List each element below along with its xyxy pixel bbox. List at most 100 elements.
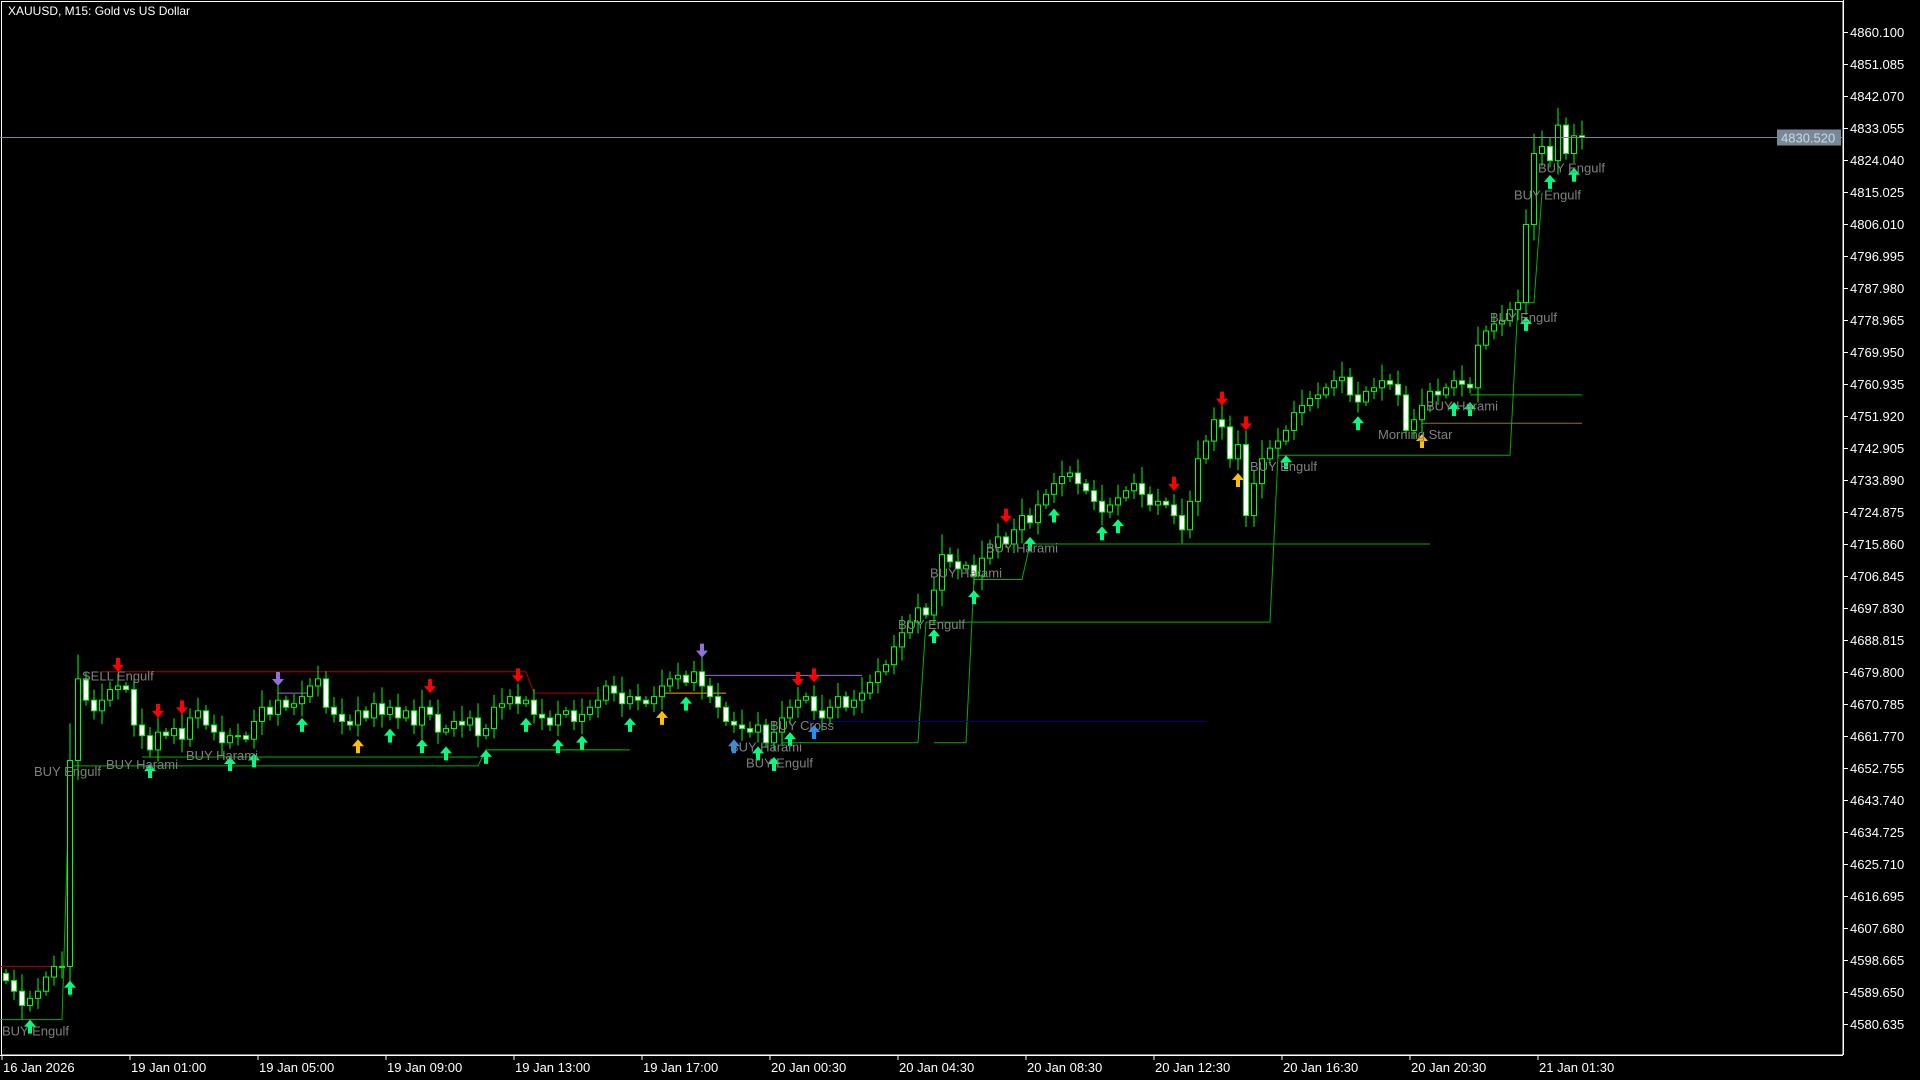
candle (395, 693, 401, 729)
y-tick-label: 4787.980 (1850, 281, 1904, 296)
candle (1139, 467, 1145, 508)
candle-body (835, 696, 841, 708)
candle (803, 692, 809, 704)
candle-body (491, 706, 497, 730)
candle-body (107, 689, 113, 701)
x-tick-label: 19 Jan 13:00 (515, 1060, 590, 1075)
candle-body (451, 720, 457, 730)
candle (187, 708, 193, 747)
candle (1483, 325, 1489, 350)
candle (611, 675, 617, 702)
candle (1355, 381, 1361, 413)
candle-body (827, 706, 833, 719)
arrow-up-icon (296, 717, 308, 732)
candle-body (883, 664, 889, 673)
candle-body (203, 710, 209, 726)
candle (747, 721, 753, 738)
candle-body (443, 728, 449, 733)
candle-body (675, 674, 681, 680)
candle-body (1043, 493, 1049, 506)
candle (91, 689, 97, 720)
candle-body (1387, 380, 1393, 385)
arrow-up-icon (928, 629, 940, 644)
candle-body (1499, 319, 1505, 325)
candle (699, 654, 705, 700)
candle (283, 695, 289, 711)
y-tick-label: 4724.875 (1850, 505, 1904, 520)
y-tick-label: 4679.800 (1850, 665, 1904, 680)
candle-body (323, 678, 329, 708)
candle (459, 706, 465, 738)
candle-body (1067, 472, 1073, 478)
candle-body (299, 696, 305, 705)
candle (1075, 459, 1081, 495)
candle-body (1539, 145, 1545, 155)
candle (1219, 403, 1225, 440)
y-tick-label: 4860.100 (1850, 25, 1904, 40)
pattern-label: Morning Star (1378, 427, 1453, 442)
candle (579, 698, 585, 735)
candle (1067, 466, 1073, 483)
candle (1451, 370, 1457, 397)
candle-body (1107, 504, 1113, 513)
arrow-up-icon (656, 710, 668, 725)
candle-body (651, 696, 657, 705)
candle-body (891, 646, 897, 666)
candle (1267, 440, 1273, 466)
candle (323, 671, 329, 714)
candle (1371, 378, 1377, 400)
x-tick-label: 20 Jan 16:30 (1283, 1060, 1358, 1075)
y-tick-label: 4760.935 (1850, 377, 1904, 392)
candle-body (483, 728, 489, 737)
y-tick-label: 4824.040 (1850, 153, 1904, 168)
arrow-down-icon (272, 671, 284, 686)
candle-body (635, 696, 641, 701)
candle (771, 721, 777, 752)
candle-body (731, 720, 737, 726)
candle-body (1459, 380, 1465, 385)
candle-body (235, 735, 241, 738)
candle (779, 700, 785, 746)
candle-body (227, 735, 233, 744)
arrow-up-icon (1464, 402, 1476, 417)
arrow-up-icon (624, 717, 636, 732)
candle (1243, 430, 1249, 527)
candle-body (755, 724, 761, 733)
candle-body (171, 728, 177, 737)
candle (971, 554, 977, 585)
candle (667, 671, 673, 692)
candle-body (1035, 504, 1041, 524)
candle (1211, 407, 1217, 451)
candle (1427, 382, 1433, 413)
candle (923, 603, 929, 619)
candle (1307, 391, 1313, 412)
candle-body (179, 728, 185, 740)
candle-body (1187, 500, 1193, 531)
candle (755, 711, 761, 743)
candle-body (1155, 500, 1161, 506)
candle (1523, 209, 1529, 315)
y-tick-label: 4833.055 (1850, 121, 1904, 136)
x-tick-label: 19 Jan 01:00 (131, 1060, 206, 1075)
candle-body (1515, 302, 1521, 311)
candle-body (147, 735, 153, 751)
candle (1083, 479, 1089, 495)
candle (859, 677, 865, 713)
candle-body (611, 685, 617, 694)
candle-body (1547, 145, 1553, 162)
y-tick-label: 4589.650 (1850, 985, 1904, 1000)
pattern-label: BUY Harami (730, 739, 802, 754)
candle-body (259, 706, 265, 722)
candle-body (99, 699, 105, 712)
candle (995, 523, 1001, 559)
candle (931, 577, 937, 626)
candle-body (1139, 483, 1145, 495)
candle-body (955, 561, 961, 570)
candle (139, 708, 145, 749)
candle-body (1131, 483, 1137, 492)
candle (43, 971, 49, 996)
candle-body (1315, 394, 1321, 399)
candle-body (1395, 383, 1401, 396)
arrow-down-icon (152, 703, 164, 718)
